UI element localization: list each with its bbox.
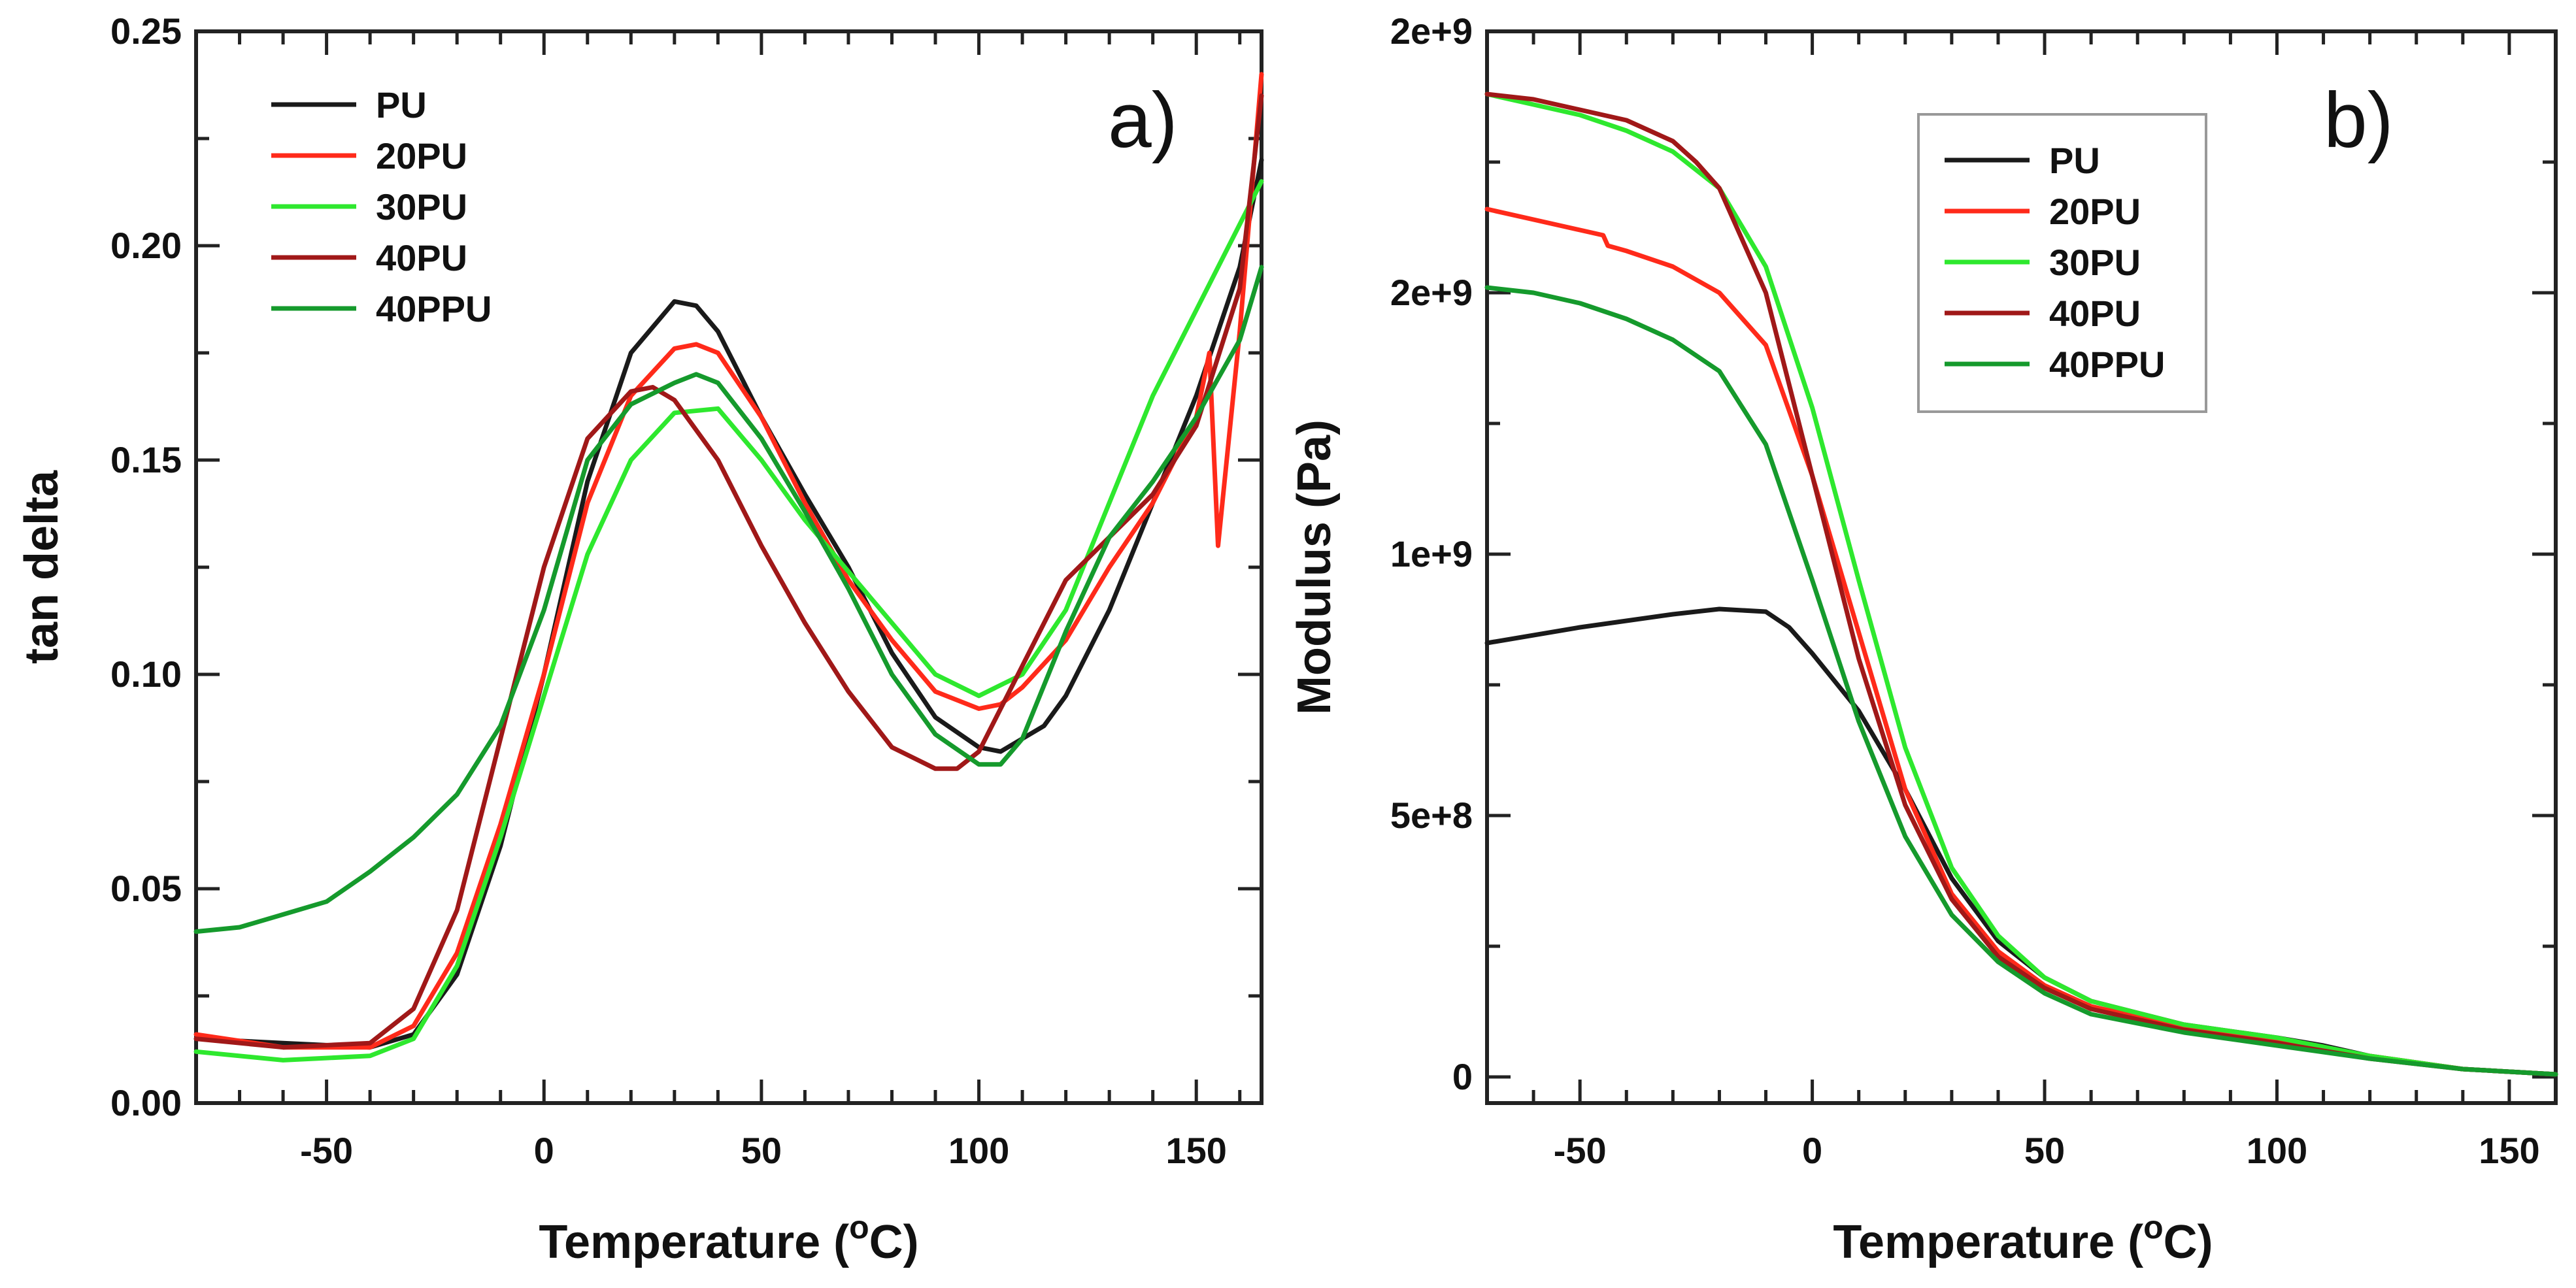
panel-a-x-axis-title: Temperature (oC) bbox=[539, 1209, 918, 1268]
panel-a-y-tick-label: 0.20 bbox=[110, 225, 182, 266]
panel-a-y-tick-label: 0.05 bbox=[110, 868, 182, 909]
panel-b-x-tick-label: 50 bbox=[2024, 1130, 2065, 1171]
panel-a-x-tick-label: 150 bbox=[1165, 1130, 1226, 1171]
panel-a-series-lines bbox=[193, 72, 1264, 1063]
panel-b-x-tick-label: 0 bbox=[1802, 1130, 1822, 1171]
panel-b-legend-label-40pu: 40PU bbox=[2049, 293, 2141, 334]
panel-b-legend-label-40ppu: 40PPU bbox=[2049, 344, 2165, 385]
panel-a-x-tick-label: 100 bbox=[948, 1130, 1009, 1171]
panel-b-x-tick-label: 100 bbox=[2247, 1130, 2307, 1171]
panel-a-series-pu bbox=[193, 157, 1264, 1050]
panel-a-legend-label-pu: PU bbox=[376, 84, 427, 125]
panel-b-legend-label-30pu: 30PU bbox=[2049, 242, 2141, 283]
panel-b-series-40pu bbox=[1484, 91, 2558, 1077]
panel-a-tag: a) bbox=[1108, 76, 1178, 164]
panel-b-y-tick-label: 1e+9 bbox=[1390, 533, 1473, 574]
panel-b-x-title-main: Temperature ( bbox=[1833, 1216, 2143, 1268]
panel-b-tag: b) bbox=[2324, 76, 2394, 164]
panel-a-legend: PU 20PU 30PU 40PU 40PPU bbox=[271, 84, 492, 329]
panel-b-x-axis-title: Temperature (oC) bbox=[1833, 1209, 2213, 1268]
panel-a-ticks: -50 0 50 100 150 0.00 0.05 0.10 0.15 0.20 0.25 bbox=[110, 10, 1262, 1171]
panel-a-legend-label-30pu: 30PU bbox=[376, 186, 467, 227]
panel-a-y-tick-label: 0.25 bbox=[110, 10, 182, 52]
panel-a-y-tick-label: 0.15 bbox=[110, 439, 182, 480]
panel-a-plot-frame bbox=[194, 29, 1263, 1105]
panel-a-series-30pu bbox=[193, 179, 1264, 1063]
panel-a-series-40ppu bbox=[193, 265, 1264, 934]
panel-b-ticks: -50 0 50 100 150 0 5e+8 1e+9 2e+9 2e+9 bbox=[1390, 10, 2558, 1171]
panel-b-x-tick-label: 150 bbox=[2479, 1130, 2539, 1171]
panel-a-y-tick-label: 0.10 bbox=[110, 653, 182, 695]
panel-a-x-title-tail: C) bbox=[869, 1216, 919, 1268]
panel-b-plot-frame bbox=[1485, 29, 2558, 1105]
panel-b-series-40ppu bbox=[1484, 285, 2558, 1077]
panel-b-series-30pu bbox=[1484, 91, 2558, 1077]
panel-b-y-tick-label: 5e+8 bbox=[1390, 795, 1473, 836]
panel-b-legend: PU 20PU 30PU 40PU 40PPU bbox=[1917, 113, 2207, 413]
panel-b-y-tick-label: 2e+9 bbox=[1390, 272, 1473, 313]
panel-a-y-tick-label: 0.00 bbox=[110, 1082, 182, 1123]
panel-b-x-title-sup: o bbox=[2143, 1209, 2164, 1246]
panel-a-x-tick-label: 0 bbox=[534, 1130, 554, 1171]
panel-a-x-tick-label: 50 bbox=[741, 1130, 782, 1171]
panel-b-y-tick-label: 2e+9 bbox=[1390, 10, 1473, 52]
panel-a-x-title-main: Temperature ( bbox=[539, 1216, 849, 1268]
panel-a-x-title-sup: o bbox=[849, 1209, 869, 1246]
panel-b-legend-label-pu: PU bbox=[2049, 140, 2100, 181]
panel-b-series-20pu bbox=[1484, 206, 2558, 1077]
panel-a-series-20pu bbox=[193, 72, 1264, 1050]
panel-b-modulus-chart: -50 0 50 100 150 0 5e+8 1e+9 2e+9 2e+9 b) PU 20PU 3… bbox=[1288, 10, 2558, 1268]
panel-b-series-lines bbox=[1484, 91, 2558, 1077]
panel-a-y-axis-title: tan delta bbox=[16, 470, 68, 664]
panel-a-x-tick-label: -50 bbox=[300, 1130, 353, 1171]
panel-a-legend-label-40pu: 40PU bbox=[376, 237, 467, 278]
panel-a-legend-label-20pu: 20PU bbox=[376, 135, 467, 176]
panel-b-series-pu bbox=[1484, 606, 2558, 1077]
panel-b-x-tick-label: -50 bbox=[1554, 1130, 1607, 1171]
panel-b-legend-label-20pu: 20PU bbox=[2049, 191, 2141, 232]
panel-b-y-axis-title: Modulus (Pa) bbox=[1288, 420, 1341, 715]
panel-a-legend-label-40ppu: 40PPU bbox=[376, 288, 492, 329]
panel-b-y-tick-label: 0 bbox=[1452, 1056, 1473, 1097]
panel-a-series-40pu bbox=[193, 93, 1264, 1050]
panel-b-x-title-tail: C) bbox=[2164, 1216, 2213, 1268]
